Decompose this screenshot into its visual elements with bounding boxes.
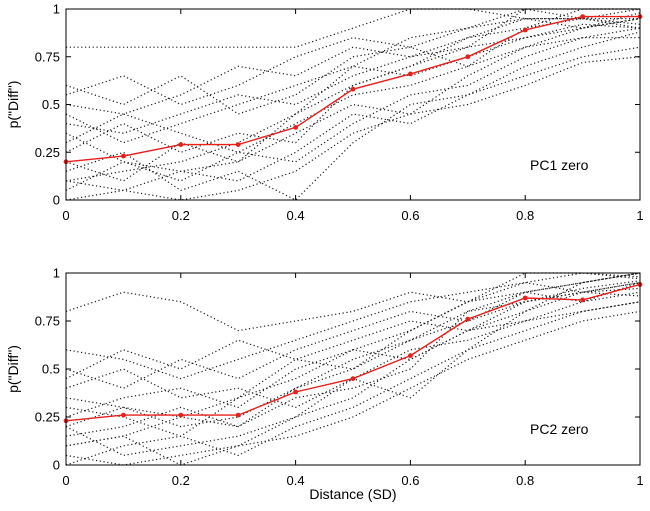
mean-point-top-3 (235, 142, 241, 148)
panel-top: 0 0.2 0.4 0.6 0.8 1 0 0.25 0.5 0.75 1 p("Diff") PC… (5, 2, 644, 224)
top-subject-13-line (65, 8, 641, 115)
top-subject-3-line (65, 8, 641, 134)
top-subject-15-line (65, 12, 641, 115)
mean-point-top-4 (293, 125, 298, 130)
mean-point-top-2 (178, 142, 184, 148)
bottom-subject-8-line (65, 282, 641, 437)
y-tick-label-top-1: 0.25 (35, 145, 60, 160)
mean-point-bottom-8 (522, 295, 528, 301)
mean-point-bottom-2 (178, 412, 184, 418)
x-tick-label-top-5: 1 (636, 208, 643, 223)
bottom-subject-6-line (65, 272, 641, 466)
y-tick-label-bottom-2: 0.5 (42, 362, 60, 377)
mean-line-bottom (65, 283, 641, 422)
mean-point-bottom-4 (293, 389, 298, 395)
y-axis-title-top: p("Diff") (5, 81, 21, 129)
mean-point-bottom-1 (121, 412, 126, 418)
y-tick-label-top-0: 0 (53, 193, 60, 208)
x-tick-label-bottom-5: 1 (636, 473, 643, 488)
mean-point-bottom-9 (580, 297, 585, 303)
y-tick-label-bottom-1: 0.25 (35, 410, 60, 425)
bottom-subject-5-line (65, 291, 641, 457)
y-tick-label-bottom-4: 1 (53, 266, 60, 281)
y-axis-title-bottom: p("Diff") (5, 345, 21, 393)
y-tick-label-top-2: 0.5 (42, 97, 60, 112)
bottom-subject-2-line (65, 272, 641, 389)
mean-point-bottom-7 (465, 316, 471, 322)
x-tick-label-top-1: 0.2 (172, 208, 190, 223)
top-subject-14-line (65, 56, 641, 201)
mean-point-bottom-5 (350, 376, 356, 381)
x-tick-label-top-0: 0 (62, 208, 69, 223)
bottom-subject-7-line (65, 301, 641, 409)
x-tick-label-top-4: 0.8 (516, 208, 534, 223)
bottom-subject-1-line (65, 281, 641, 332)
top-subject-8-line (65, 31, 641, 201)
x-tick-label-bottom-3: 0.6 (401, 473, 419, 488)
top-subject-11-line (65, 18, 641, 153)
mean-point-top-9 (580, 14, 585, 19)
top-subject-9-line (65, 23, 641, 144)
bottom-subject-14-line (65, 301, 641, 466)
top-subject-7-line (65, 37, 640, 182)
bottom-subject-13-line (65, 282, 641, 380)
y-tick-label-top-3: 0.75 (35, 49, 60, 64)
top-subject-4-line (65, 8, 640, 182)
mean-point-top-6 (408, 71, 413, 77)
x-tick-label-top-3: 0.6 (401, 208, 419, 223)
y-tick-label-top-4: 1 (53, 2, 60, 17)
top-subject-2-line (65, 18, 641, 106)
annotation-pc1-zero: PC1 zero (530, 157, 589, 173)
x-tick-label-bottom-0: 0 (62, 473, 69, 488)
ticks-top: 0 0.2 0.4 0.6 0.8 1 0 0.25 0.5 0.75 1 (35, 2, 644, 224)
x-axis-title: Distance (SD) (309, 486, 396, 502)
y-tick-label-bottom-0: 0 (53, 458, 60, 473)
bottom-subject-9-line (65, 272, 641, 380)
top-subject-6-line (65, 27, 641, 191)
ticks-bottom: 0 0.2 0.4 0.6 0.8 1 0 0.25 0.5 0.75 1 (35, 266, 644, 489)
y-tick-label-bottom-3: 0.75 (35, 314, 60, 329)
x-tick-label-top-2: 0.4 (287, 208, 305, 223)
mean-point-bottom-6 (408, 353, 413, 358)
subject-lines-top (65, 8, 641, 201)
panel-bottom: 0 0.2 0.4 0.6 0.8 1 0 0.25 0.5 0.75 1 p("Diff") PC… (5, 266, 644, 503)
mean-series-top (63, 14, 643, 165)
mean-point-top-5 (350, 86, 356, 92)
x-tick-label-bottom-4: 0.8 (516, 473, 534, 488)
mean-point-top-1 (121, 153, 126, 159)
x-tick-label-bottom-1: 0.2 (172, 473, 190, 488)
top-subject-10-line (65, 46, 641, 182)
annotation-pc2-zero: PC2 zero (530, 421, 589, 437)
mean-series-bottom (63, 282, 643, 424)
mean-point-top-7 (465, 54, 471, 60)
bottom-subject-3-line (65, 287, 641, 428)
x-tick-label-bottom-2: 0.4 (287, 473, 305, 488)
bottom-subject-10-line (65, 291, 641, 418)
bottom-subject-11-line (65, 310, 641, 466)
mean-point-top-8 (522, 27, 528, 33)
mean-point-bottom-3 (235, 412, 241, 418)
top-subject-1-line (66, 8, 640, 48)
bottom-subject-15-line (65, 280, 641, 428)
